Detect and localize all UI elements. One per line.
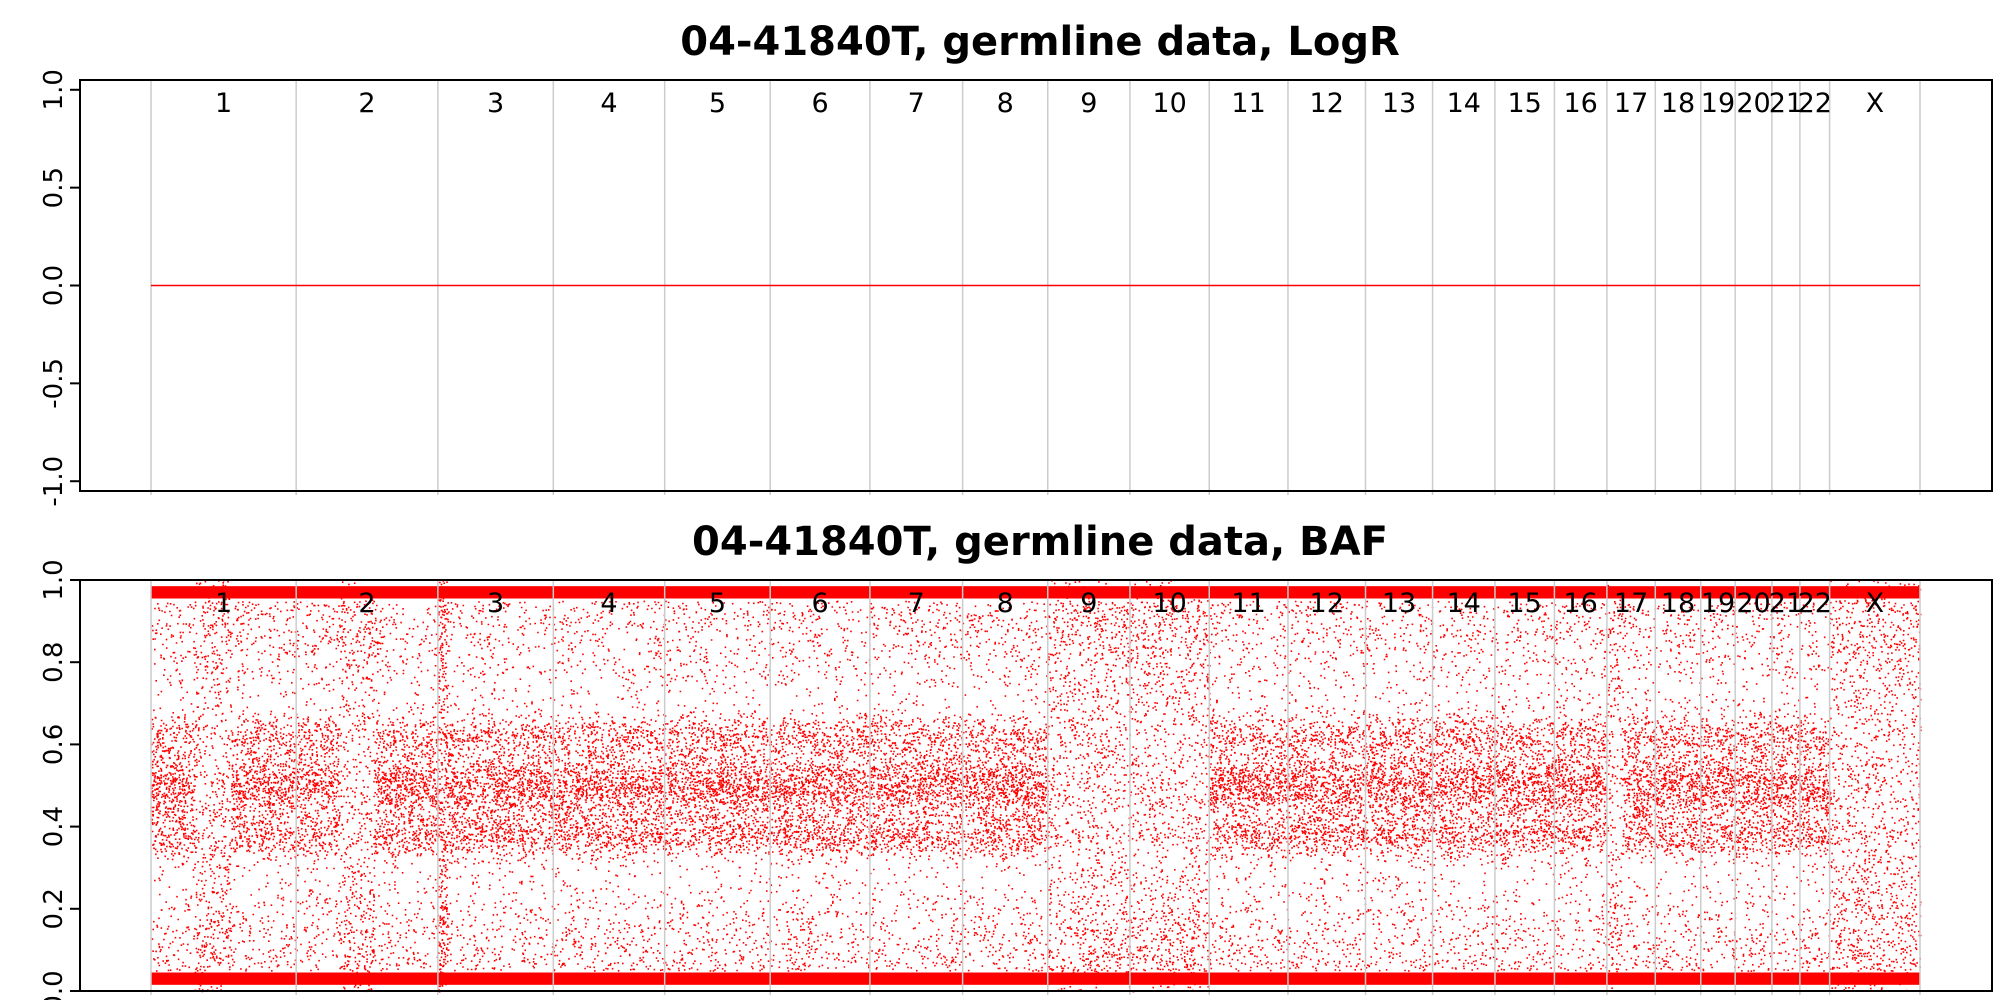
- chromosome-label: 12: [1310, 588, 1344, 619]
- y-tick-label: -0.5: [39, 358, 69, 409]
- logr-y-axis: -1.0 -0.5 0.0 0.5 1.0: [39, 69, 81, 507]
- chromosome-label: X: [1866, 588, 1885, 619]
- chromosome-label: 15: [1508, 588, 1542, 619]
- chromosome-label: 19: [1701, 588, 1735, 619]
- logr-chromosome-separators: [150, 80, 1921, 495]
- y-tick-label: 1.0: [39, 69, 69, 110]
- chromosome-label: 2: [358, 88, 375, 119]
- chromosome-label: 2: [358, 588, 375, 619]
- chromosome-label: 1: [215, 88, 232, 119]
- y-tick-label: 0.6: [39, 724, 69, 765]
- chromosome-label: 5: [709, 588, 726, 619]
- chromosome-label: 11: [1231, 588, 1265, 619]
- chromosome-label: 7: [908, 88, 925, 119]
- chromosome-label: 19: [1701, 88, 1735, 119]
- y-tick-label: 0.0: [39, 970, 69, 1000]
- chromosome-label: 1: [215, 588, 232, 619]
- chromosome-label: 17: [1614, 588, 1648, 619]
- chromosome-label: 5: [709, 88, 726, 119]
- chromosome-label: 9: [1080, 88, 1097, 119]
- y-tick-label: 0.8: [39, 642, 69, 683]
- y-tick-label: 0.4: [39, 806, 69, 847]
- chromosome-label: 13: [1382, 588, 1416, 619]
- y-tick-label: -1.0: [39, 456, 69, 507]
- chromosome-label: 6: [811, 88, 828, 119]
- chromosome-label: 14: [1447, 88, 1481, 119]
- chromosome-label: 22: [1798, 588, 1832, 619]
- chromosome-label: 16: [1563, 88, 1597, 119]
- chromosome-label: 10: [1152, 88, 1186, 119]
- chromosome-label: 18: [1661, 88, 1695, 119]
- chromosome-label: 18: [1661, 588, 1695, 619]
- y-tick-label: 0.0: [39, 265, 69, 306]
- chromosome-label: 9: [1080, 588, 1097, 619]
- chromosome-label: 22: [1798, 88, 1832, 119]
- chromosome-label: 16: [1563, 588, 1597, 619]
- chromosome-label: 8: [997, 588, 1014, 619]
- chromosome-label: 15: [1508, 88, 1542, 119]
- y-tick-label: 1.0: [39, 559, 69, 600]
- baf-y-axis: 0.0 0.2 0.4 0.6 0.8 1.0: [39, 559, 81, 1000]
- chromosome-label: 8: [997, 88, 1014, 119]
- chromosome-label: 13: [1382, 88, 1416, 119]
- chromosome-label: 4: [600, 88, 617, 119]
- chromosome-label: 20: [1736, 588, 1770, 619]
- chromosome-label: 10: [1152, 588, 1186, 619]
- chromosome-label: 11: [1231, 88, 1265, 119]
- chromosome-label: 4: [600, 588, 617, 619]
- chromosome-label: 21: [1769, 588, 1803, 619]
- chromosome-label: 21: [1769, 88, 1803, 119]
- baf-plot-frame: [79, 579, 1993, 992]
- logr-plot-frame: [79, 79, 1993, 492]
- baf-title: 04-41840T, germline data, BAF: [692, 519, 1388, 565]
- y-tick-label: 0.2: [39, 888, 69, 929]
- chromosome-label: X: [1866, 88, 1885, 119]
- chromosome-label: 20: [1736, 88, 1770, 119]
- chromosome-label: 14: [1447, 588, 1481, 619]
- chromosome-label: 6: [811, 588, 828, 619]
- y-tick-label: 0.5: [39, 167, 69, 208]
- chromosome-label: 17: [1614, 88, 1648, 119]
- baf-points: [151, 580, 1922, 993]
- chromosome-label: 3: [487, 588, 504, 619]
- logr-title: 04-41840T, germline data, LogR: [680, 19, 1400, 65]
- chromosome-label: 7: [908, 588, 925, 619]
- baf-points-cloud: [151, 580, 1922, 993]
- baf-chromosome-separators: [150, 580, 1921, 995]
- chromosome-label: 12: [1310, 88, 1344, 119]
- baf-homozygous-band-bottom: [151, 972, 1920, 985]
- chromosome-label: 3: [487, 88, 504, 119]
- baf-homozygous-band-top: [151, 586, 1920, 599]
